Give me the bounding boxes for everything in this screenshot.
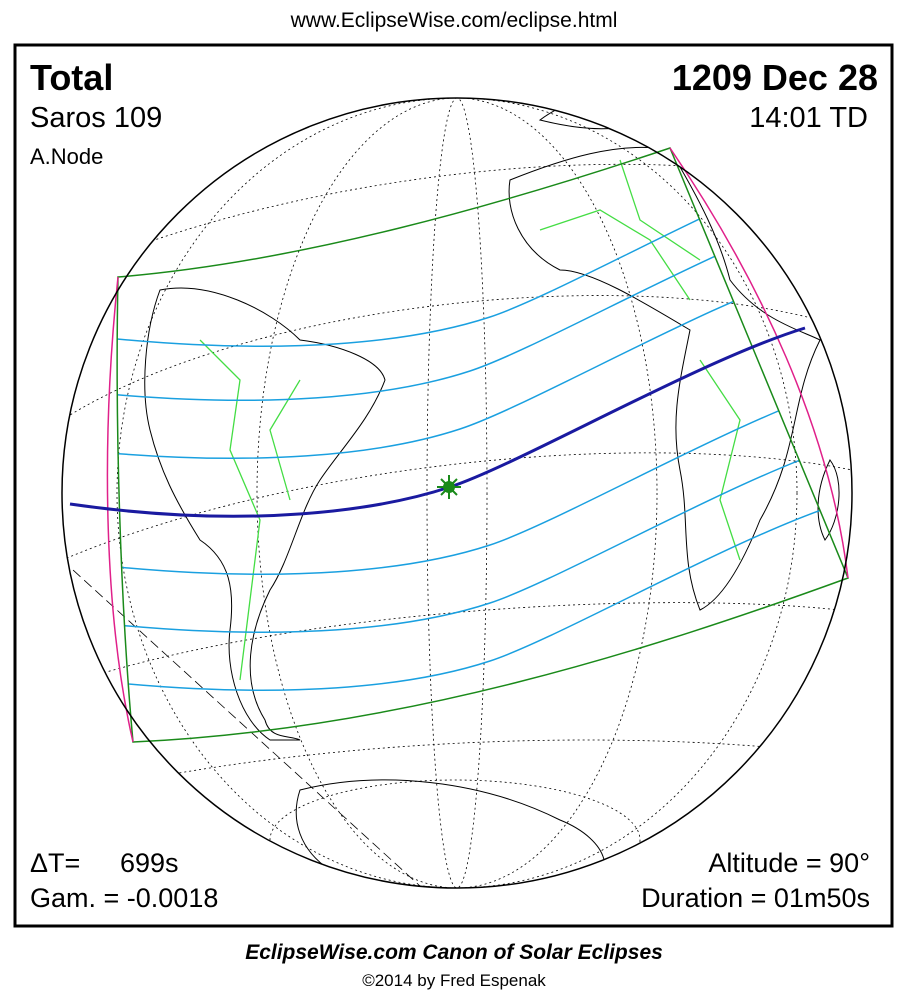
delta-t-label: ΔT= bbox=[30, 848, 81, 878]
greatest-eclipse-marker bbox=[437, 475, 461, 499]
rise-set-curve bbox=[106, 147, 849, 743]
time: 14:01 TD bbox=[749, 102, 868, 134]
url: www.EclipseWise.com/eclipse.html bbox=[290, 9, 618, 32]
altitude: Altitude = 90° bbox=[708, 848, 870, 878]
eclipse-type: Total bbox=[30, 57, 114, 98]
globe-outline bbox=[61, 97, 853, 889]
borders bbox=[199, 159, 741, 681]
saros: Saros 109 bbox=[30, 102, 163, 134]
node: A.Node bbox=[30, 144, 104, 169]
duration: Duration = 01m50s bbox=[641, 883, 870, 913]
contour-lines bbox=[117, 157, 846, 692]
frame bbox=[13, 43, 894, 928]
gamma: Gam. = -0.0018 bbox=[30, 883, 219, 913]
footer-credit: ©2014 by Fred Espenak bbox=[362, 971, 546, 990]
central-path bbox=[69, 326, 806, 518]
footer-title: EclipseWise.com Canon of Solar Eclipses bbox=[245, 941, 663, 964]
graticule bbox=[62, 98, 852, 888]
delta-t-value: 699s bbox=[120, 848, 179, 878]
date: 1209 Dec 28 bbox=[671, 57, 878, 98]
eclipse-boundary bbox=[116, 147, 849, 743]
